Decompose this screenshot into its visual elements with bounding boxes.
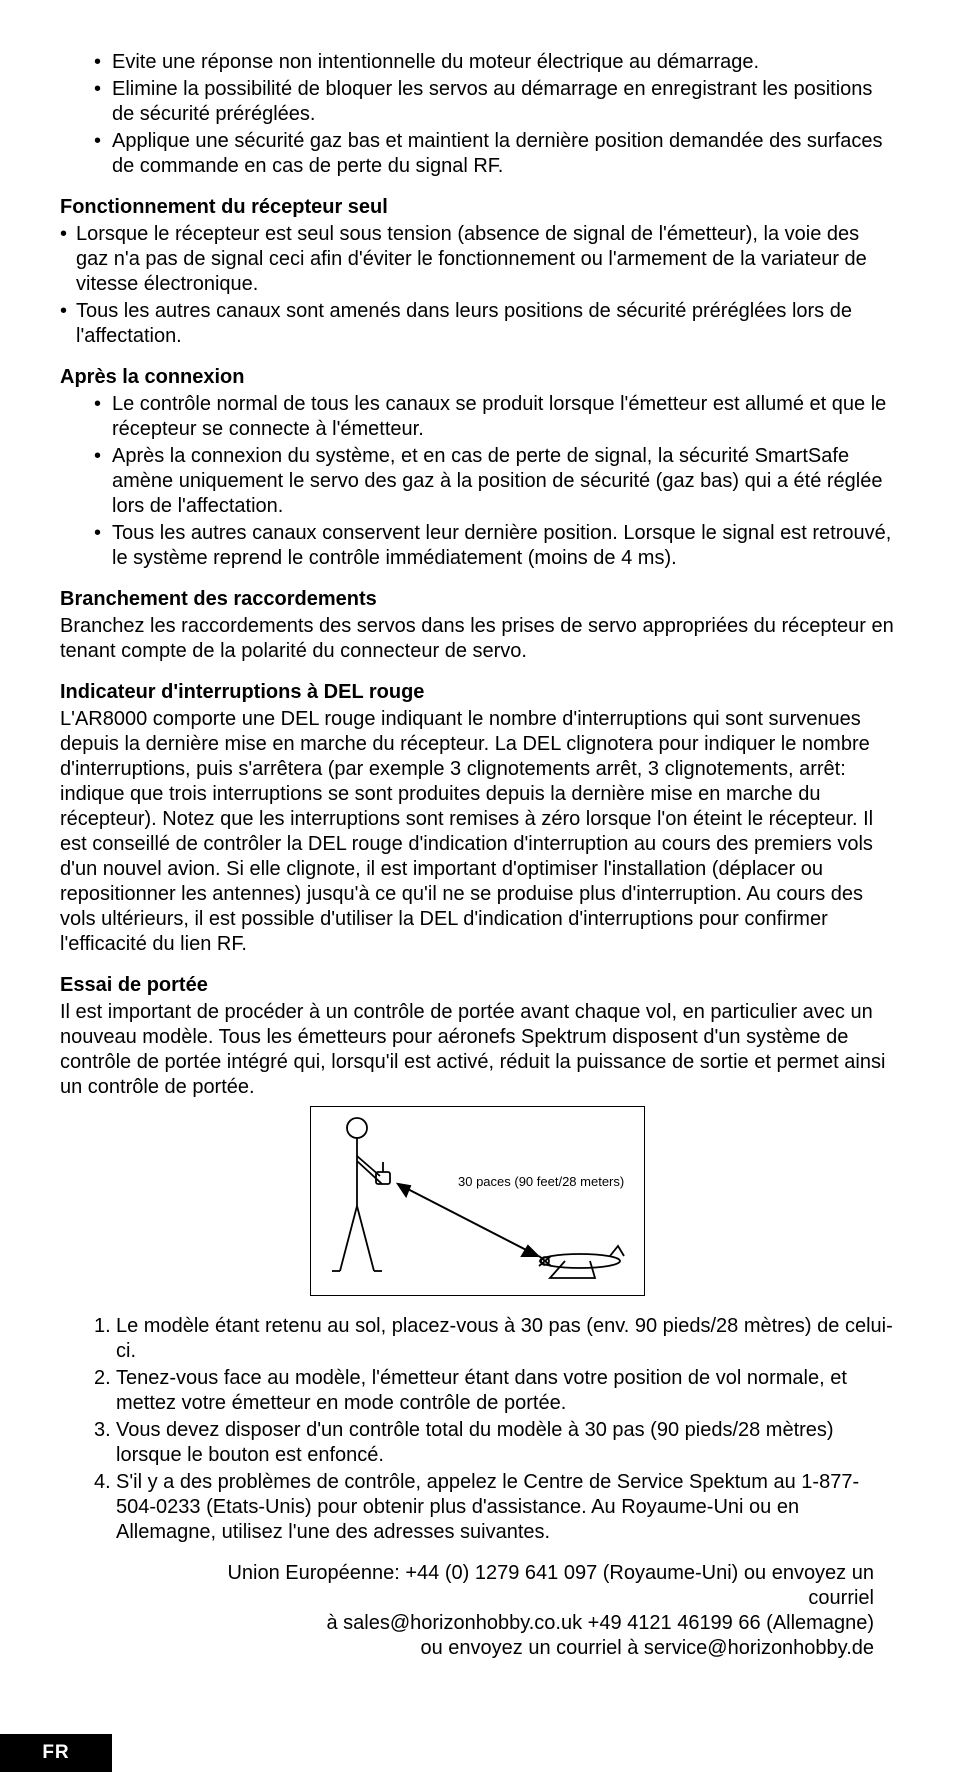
list-item: Applique une sécurité gaz bas et maintie… (94, 129, 894, 179)
section-red-led: Indicateur d'interruptions à DEL rouge L… (60, 680, 894, 957)
section-connections: Branchement des raccordements Branchez l… (60, 587, 894, 664)
list-item: Evite une réponse non intentionnelle du … (94, 50, 894, 75)
list-item: Après la connexion du système, et en cas… (94, 444, 894, 519)
list-item: Elimine la possibilité de bloquer les se… (94, 77, 894, 127)
range-diagram: 30 paces (90 feet/28 meters) (310, 1106, 645, 1296)
bullet-text: Le contrôle normal de tous les canaux se… (112, 393, 886, 440)
list-item: Le contrôle normal de tous les canaux se… (94, 392, 894, 442)
bullet-list: Le contrôle normal de tous les canaux se… (60, 392, 894, 571)
bullet-text: Lorsque le récepteur est seul sous tensi… (76, 223, 867, 295)
paragraph: Branchez les raccordements des servos da… (60, 614, 894, 664)
footer-language-badge: FR (0, 1734, 112, 1772)
intro-bullets: Evite une réponse non intentionnelle du … (60, 50, 894, 179)
step-number: 3. (94, 1418, 111, 1443)
step-text: S'il y a des problèmes de contrôle, appe… (116, 1471, 859, 1543)
step-text: Tenez-vous face au modèle, l'émetteur ét… (116, 1367, 847, 1414)
step-text: Vous devez disposer d'un contrôle total … (116, 1419, 834, 1466)
section-title: Branchement des raccordements (60, 587, 894, 612)
list-item: Tous les autres canaux sont amenés dans … (60, 299, 894, 349)
numbered-steps: 1.Le modèle étant retenu au sol, placez-… (60, 1314, 894, 1545)
bullet-list: Lorsque le récepteur est seul sous tensi… (60, 222, 894, 349)
list-item: 3.Vous devez disposer d'un contrôle tota… (94, 1418, 894, 1468)
contact-line: à sales@horizonhobby.co.uk +49 4121 4619… (190, 1611, 874, 1636)
diagram-label: 30 paces (90 feet/28 meters) (458, 1174, 624, 1189)
list-item: 4.S'il y a des problèmes de contrôle, ap… (94, 1470, 894, 1545)
bullet-text: Evite une réponse non intentionnelle du … (112, 51, 759, 73)
contact-line: Union Européenne: +44 (0) 1279 641 097 (… (190, 1561, 874, 1611)
section-title: Essai de portée (60, 973, 894, 998)
step-text: Le modèle étant retenu au sol, placez-vo… (116, 1315, 893, 1362)
section-after-connection: Après la connexion Le contrôle normal de… (60, 365, 894, 571)
step-number: 4. (94, 1470, 111, 1495)
diagram-svg: 30 paces (90 feet/28 meters) (310, 1106, 645, 1296)
section-range-test: Essai de portée Il est important de proc… (60, 973, 894, 1100)
bullet-text: Elimine la possibilité de bloquer les se… (112, 78, 872, 125)
bullet-text: Tous les autres canaux conservent leur d… (112, 522, 891, 569)
paragraph: Il est important de procéder à un contrô… (60, 1000, 894, 1100)
list-item: Tous les autres canaux conservent leur d… (94, 521, 894, 571)
contact-block: Union Européenne: +44 (0) 1279 641 097 (… (60, 1561, 894, 1661)
section-title: Fonctionnement du récepteur seul (60, 195, 894, 220)
bullet-text: Après la connexion du système, et en cas… (112, 445, 882, 517)
list-item: 1.Le modèle étant retenu au sol, placez-… (94, 1314, 894, 1364)
page: Evite une réponse non intentionnelle du … (0, 0, 954, 1792)
step-number: 1. (94, 1314, 111, 1339)
contact-line: ou envoyez un courriel à service@horizon… (190, 1636, 874, 1661)
step-number: 2. (94, 1366, 111, 1391)
section-title: Indicateur d'interruptions à DEL rouge (60, 680, 894, 705)
list-item: Lorsque le récepteur est seul sous tensi… (60, 222, 894, 297)
paragraph: L'AR8000 comporte une DEL rouge indiquan… (60, 707, 894, 957)
section-title: Après la connexion (60, 365, 894, 390)
bullet-text: Tous les autres canaux sont amenés dans … (76, 300, 852, 347)
bullet-text: Applique une sécurité gaz bas et maintie… (112, 130, 882, 177)
list-item: 2.Tenez-vous face au modèle, l'émetteur … (94, 1366, 894, 1416)
section-receiver-only: Fonctionnement du récepteur seul Lorsque… (60, 195, 894, 349)
